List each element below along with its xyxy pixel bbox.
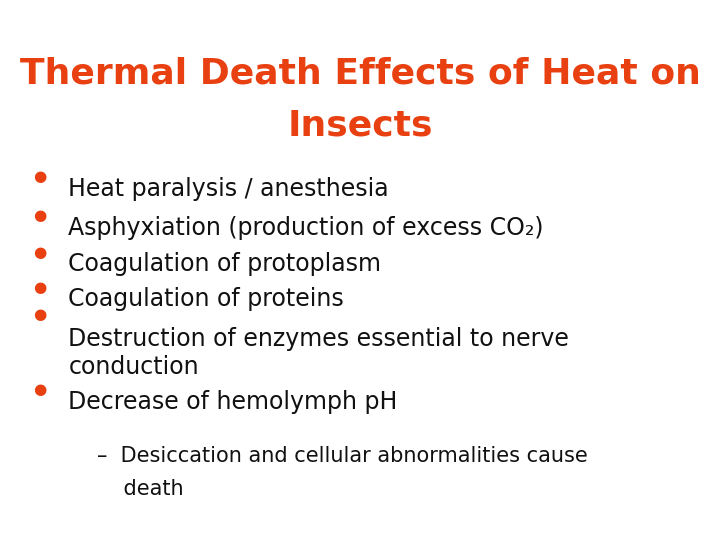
Text: ●: ●: [33, 208, 46, 224]
Text: –  Desiccation and cellular abnormalities cause: – Desiccation and cellular abnormalities…: [97, 446, 588, 465]
Text: Coagulation of protoplasm: Coagulation of protoplasm: [68, 252, 382, 276]
Text: Insects: Insects: [287, 108, 433, 142]
Text: Destruction of enzymes essential to nerve
conduction: Destruction of enzymes essential to nerv…: [68, 327, 570, 380]
Text: death: death: [97, 479, 184, 499]
Text: Decrease of hemolymph pH: Decrease of hemolymph pH: [68, 390, 397, 414]
Text: Asphyxiation (production of excess CO₂): Asphyxiation (production of excess CO₂): [68, 216, 544, 240]
Text: ●: ●: [33, 245, 46, 260]
Text: Heat paralysis / anesthesia: Heat paralysis / anesthesia: [68, 177, 389, 200]
Text: ●: ●: [33, 382, 46, 397]
Text: Coagulation of proteins: Coagulation of proteins: [68, 287, 344, 311]
Text: Thermal Death Effects of Heat on: Thermal Death Effects of Heat on: [19, 57, 701, 91]
Text: ●: ●: [33, 307, 46, 322]
Text: ●: ●: [33, 169, 46, 184]
Text: ●: ●: [33, 280, 46, 295]
